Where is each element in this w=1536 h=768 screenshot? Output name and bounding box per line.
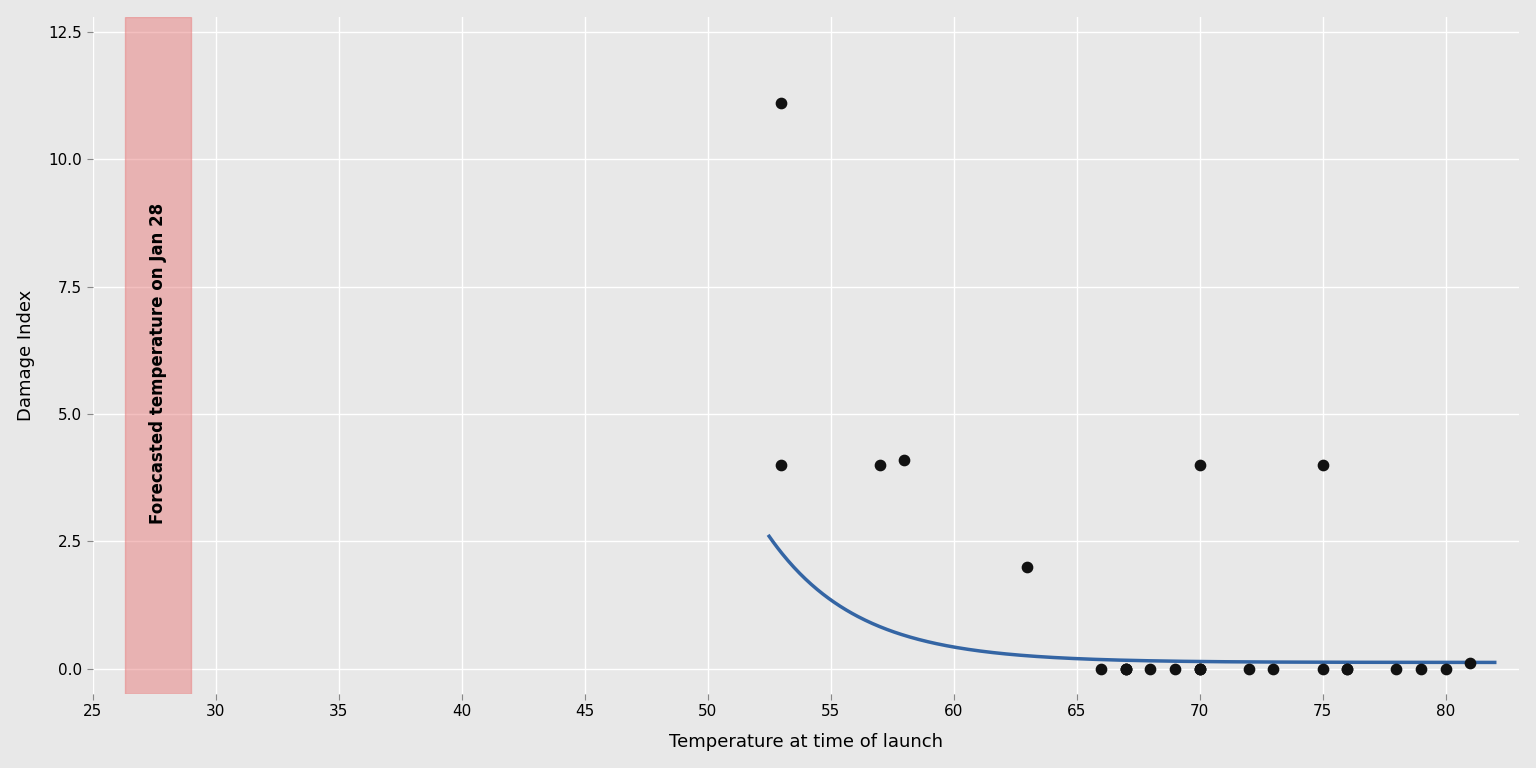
Point bbox=[1335, 663, 1359, 675]
Point bbox=[1114, 663, 1138, 675]
X-axis label: Temperature at time of launch: Temperature at time of launch bbox=[670, 733, 943, 751]
Point bbox=[770, 458, 794, 471]
Point bbox=[1433, 663, 1458, 675]
Text: Forecasted temperature on Jan 28: Forecasted temperature on Jan 28 bbox=[149, 203, 167, 524]
Point bbox=[1089, 663, 1114, 675]
Point bbox=[1335, 663, 1359, 675]
Point bbox=[1384, 663, 1409, 675]
Point bbox=[770, 97, 794, 109]
Point bbox=[1114, 663, 1138, 675]
Point bbox=[1138, 663, 1163, 675]
Point bbox=[1163, 663, 1187, 675]
Point bbox=[1409, 663, 1433, 675]
Point bbox=[1187, 458, 1212, 471]
Bar bbox=[124, 17, 190, 694]
Point bbox=[1458, 657, 1482, 670]
Point bbox=[1015, 561, 1040, 573]
Point bbox=[1310, 458, 1335, 471]
Point bbox=[1187, 663, 1212, 675]
Point bbox=[1236, 663, 1261, 675]
Point bbox=[1114, 663, 1138, 675]
Y-axis label: Damage Index: Damage Index bbox=[17, 290, 35, 421]
Point bbox=[1310, 663, 1335, 675]
Point bbox=[1261, 663, 1286, 675]
Point bbox=[868, 458, 892, 471]
Point bbox=[1187, 663, 1212, 675]
Point bbox=[892, 454, 917, 466]
Point bbox=[1187, 663, 1212, 675]
